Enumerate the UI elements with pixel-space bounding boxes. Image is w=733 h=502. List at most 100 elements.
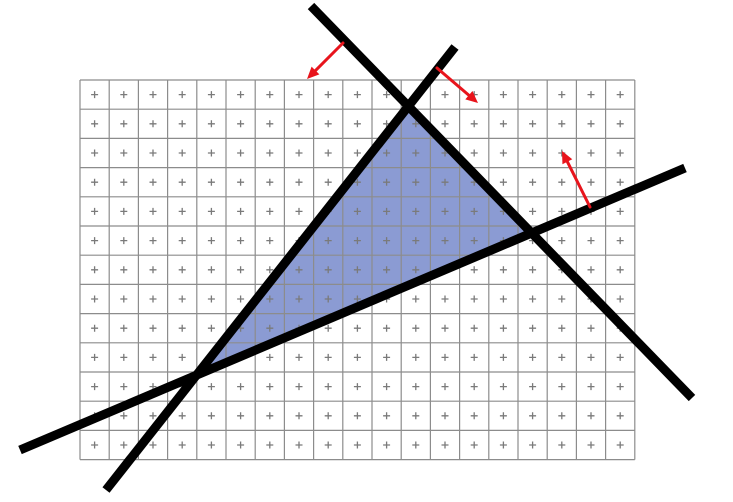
sample-marker-icon (383, 237, 391, 245)
sample-marker-icon (587, 91, 595, 99)
sample-marker-icon (383, 149, 391, 157)
sample-marker-icon (616, 353, 624, 361)
sample-marker-icon (470, 237, 478, 245)
sample-marker-icon (120, 91, 128, 99)
sample-marker-icon (499, 412, 507, 420)
sample-marker-icon (587, 237, 595, 245)
sample-marker-icon (178, 237, 186, 245)
triangle-fill (197, 108, 533, 375)
sample-marker-icon (149, 237, 157, 245)
sample-marker-icon (558, 441, 566, 449)
sample-marker-icon (266, 207, 274, 215)
sample-marker-icon (266, 295, 274, 303)
sample-marker-icon (295, 266, 303, 274)
sample-marker-icon (383, 266, 391, 274)
sample-marker-icon (178, 412, 186, 420)
sample-marker-icon (412, 383, 420, 391)
sample-marker-icon (587, 441, 595, 449)
sample-marker-icon (207, 120, 215, 128)
sample-marker-icon (616, 295, 624, 303)
sample-marker-icon (529, 324, 537, 332)
sample-marker-icon (237, 266, 245, 274)
sample-marker-icon (499, 295, 507, 303)
sample-marker-icon (149, 149, 157, 157)
sample-marker-icon (529, 266, 537, 274)
sample-marker-icon (237, 441, 245, 449)
sample-marker-icon (120, 149, 128, 157)
arrow-head-icon (465, 91, 478, 103)
sample-marker-icon (470, 149, 478, 157)
sample-marker-icon (237, 207, 245, 215)
sample-marker-icon (616, 178, 624, 186)
sample-marker-icon (91, 237, 99, 245)
sample-marker-icon (499, 120, 507, 128)
sample-marker-icon (207, 237, 215, 245)
sample-marker-icon (120, 383, 128, 391)
sample-marker-icon (412, 295, 420, 303)
sample-marker-icon (207, 266, 215, 274)
sample-marker-icon (558, 295, 566, 303)
sample-marker-icon (499, 383, 507, 391)
sample-marker-icon (499, 149, 507, 157)
sample-marker-icon (178, 295, 186, 303)
sample-marker-icon (587, 353, 595, 361)
sample-marker-icon (441, 441, 449, 449)
sample-marker-icon (470, 207, 478, 215)
sample-marker-icon (295, 178, 303, 186)
sample-marker-icon (324, 266, 332, 274)
sample-marker-icon (616, 383, 624, 391)
sample-marker-icon (120, 207, 128, 215)
sample-marker-icon (120, 266, 128, 274)
sample-marker-icon (324, 412, 332, 420)
sample-marker-icon (616, 149, 624, 157)
sample-marker-icon (266, 324, 274, 332)
sample-marker-icon (470, 120, 478, 128)
sample-marker-icon (237, 120, 245, 128)
sample-marker-icon (120, 324, 128, 332)
sample-marker-icon (353, 91, 361, 99)
sample-marker-icon (120, 178, 128, 186)
sample-marker-icon (441, 237, 449, 245)
sample-marker-icon (149, 441, 157, 449)
sample-marker-icon (324, 353, 332, 361)
sample-marker-icon (207, 324, 215, 332)
sample-marker-icon (149, 412, 157, 420)
sample-marker-icon (237, 149, 245, 157)
sample-marker-icon (91, 266, 99, 274)
sample-marker-icon (295, 353, 303, 361)
sample-marker-icon (587, 266, 595, 274)
sample-marker-icon (266, 441, 274, 449)
normal-arrow-bottom-edge (562, 151, 592, 209)
sample-marker-icon (353, 441, 361, 449)
sample-marker-icon (149, 295, 157, 303)
sample-marker-icon (295, 412, 303, 420)
sample-marker-icon (91, 120, 99, 128)
sample-marker-icon (266, 91, 274, 99)
sample-marker-icon (353, 237, 361, 245)
sample-marker-icon (207, 149, 215, 157)
sample-marker-icon (412, 412, 420, 420)
normal-arrow-top-right-edge (307, 41, 345, 79)
sample-marker-icon (412, 178, 420, 186)
sample-marker-icon (178, 149, 186, 157)
sample-marker-icon (441, 412, 449, 420)
sample-marker-icon (324, 178, 332, 186)
sample-marker-icon (91, 207, 99, 215)
sample-marker-icon (149, 120, 157, 128)
sample-marker-icon (383, 383, 391, 391)
sample-marker-icon (207, 178, 215, 186)
sample-marker-icon (412, 266, 420, 274)
sample-marker-icon (441, 295, 449, 303)
sample-marker-icon (178, 353, 186, 361)
sample-marker-icon (587, 412, 595, 420)
sample-marker-icon (266, 383, 274, 391)
sample-marker-icon (237, 178, 245, 186)
sample-marker-icon (470, 353, 478, 361)
sample-marker-icon (529, 383, 537, 391)
sample-marker-icon (149, 207, 157, 215)
sample-marker-icon (412, 207, 420, 215)
sample-marker-icon (120, 353, 128, 361)
sample-marker-icon (353, 266, 361, 274)
sample-marker-icon (178, 178, 186, 186)
